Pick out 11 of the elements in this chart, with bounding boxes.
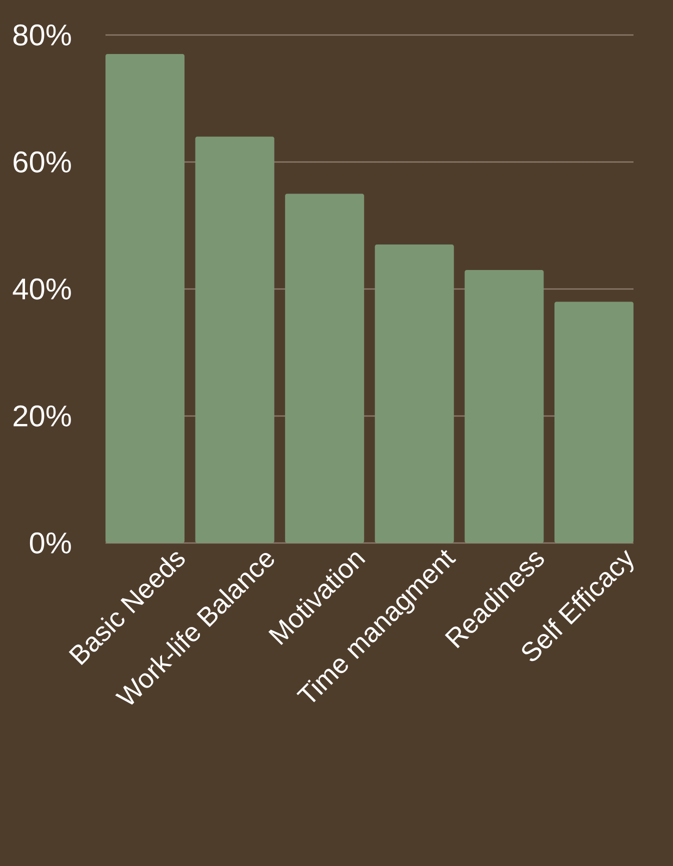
bar xyxy=(105,54,185,543)
y-tick-label: 80% xyxy=(13,24,71,46)
y-tick-label: 40% xyxy=(12,278,71,300)
y-tick-label: 0% xyxy=(30,532,71,554)
bar xyxy=(374,244,454,543)
bar xyxy=(195,136,274,543)
y-tick-label: 60% xyxy=(14,151,71,173)
bar xyxy=(285,194,364,543)
bar xyxy=(554,302,634,543)
bar xyxy=(464,270,544,543)
y-tick-label: 20% xyxy=(14,405,71,427)
